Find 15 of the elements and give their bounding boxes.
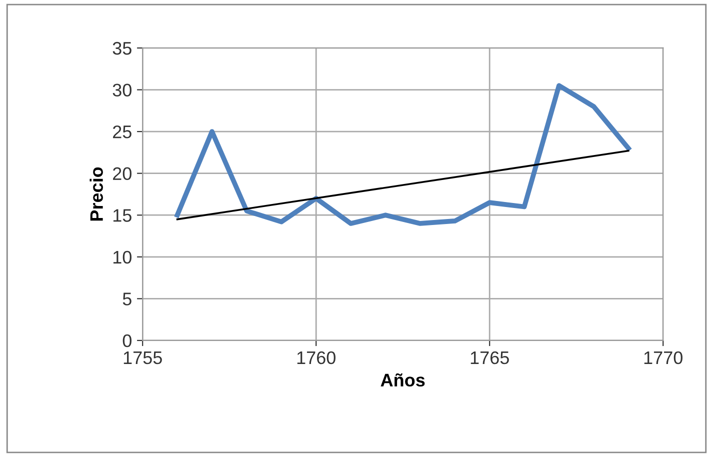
y-tick-label: 15 <box>113 209 132 222</box>
x-axis-title: Años <box>380 373 425 387</box>
y-tick-label: 10 <box>113 250 132 264</box>
x-tick-label: 1765 <box>470 351 509 364</box>
y-tick-label: 0 <box>122 334 132 348</box>
y-tick-label: 35 <box>112 42 132 55</box>
y-tick-label: 30 <box>112 84 132 96</box>
x-tick-label: 1755 <box>124 352 162 364</box>
y-tick-label: 5 <box>122 292 132 306</box>
y-tick-label: 20 <box>113 167 132 180</box>
y-tick-label: 25 <box>113 125 132 138</box>
x-tick-label: 1770 <box>644 351 682 364</box>
y-axis-title: Precio <box>90 167 103 221</box>
line-series <box>174 83 631 226</box>
x-tick-label: 1760 <box>297 351 336 364</box>
